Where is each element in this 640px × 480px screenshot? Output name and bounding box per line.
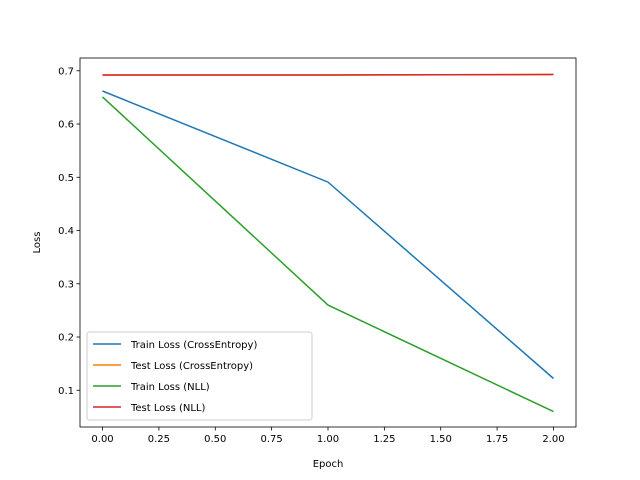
x-axis-ticks: 0.00 0.25 0.50 0.75 1.00 1.25 1.50 1.75 2.00	[91, 427, 565, 445]
x-tick-label: 2.00	[542, 434, 564, 445]
y-tick-label: 0.6	[58, 120, 74, 131]
y-tick-label: 0.4	[58, 226, 74, 237]
y-tick-label: 0.1	[58, 386, 74, 397]
legend-label-4: Test Loss (NLL)	[130, 403, 206, 414]
y-tick-label: 0.7	[58, 66, 74, 77]
legend-box	[86, 331, 313, 421]
series-line-4	[102, 73, 554, 76]
legend-label-1: Train Loss (CrossEntropy)	[130, 340, 257, 351]
x-tick-label: 1.75	[486, 434, 508, 445]
legend-label-2: Test Loss (CrossEntropy)	[130, 361, 253, 372]
x-tick-label: 0.25	[148, 434, 170, 445]
series-layer	[101, 73, 554, 413]
series-line-1	[102, 90, 554, 380]
x-tick-label: 1.00	[317, 434, 339, 445]
series-line-3	[101, 96, 554, 413]
legend-label-3: Train Loss (NLL)	[130, 382, 210, 393]
x-tick-label: 0.00	[91, 434, 113, 445]
plot-frame	[79, 57, 577, 428]
x-tick-label: 0.75	[261, 434, 283, 445]
y-tick-label: 0.5	[58, 173, 74, 184]
y-tick-label: 0.2	[58, 333, 74, 344]
x-tick-label: 1.50	[430, 434, 452, 445]
legend: Train Loss (CrossEntropy) Test Loss (Cros…	[86, 331, 313, 421]
x-axis-label: Epoch	[313, 459, 344, 470]
y-axis-label: Loss	[32, 232, 43, 254]
x-tick-label: 0.50	[204, 434, 226, 445]
x-tick-label: 1.25	[373, 434, 395, 445]
y-tick-label: 0.3	[58, 279, 74, 290]
y-axis-ticks: 0.1 0.2 0.3 0.4 0.5 0.6 0.7	[58, 66, 80, 397]
